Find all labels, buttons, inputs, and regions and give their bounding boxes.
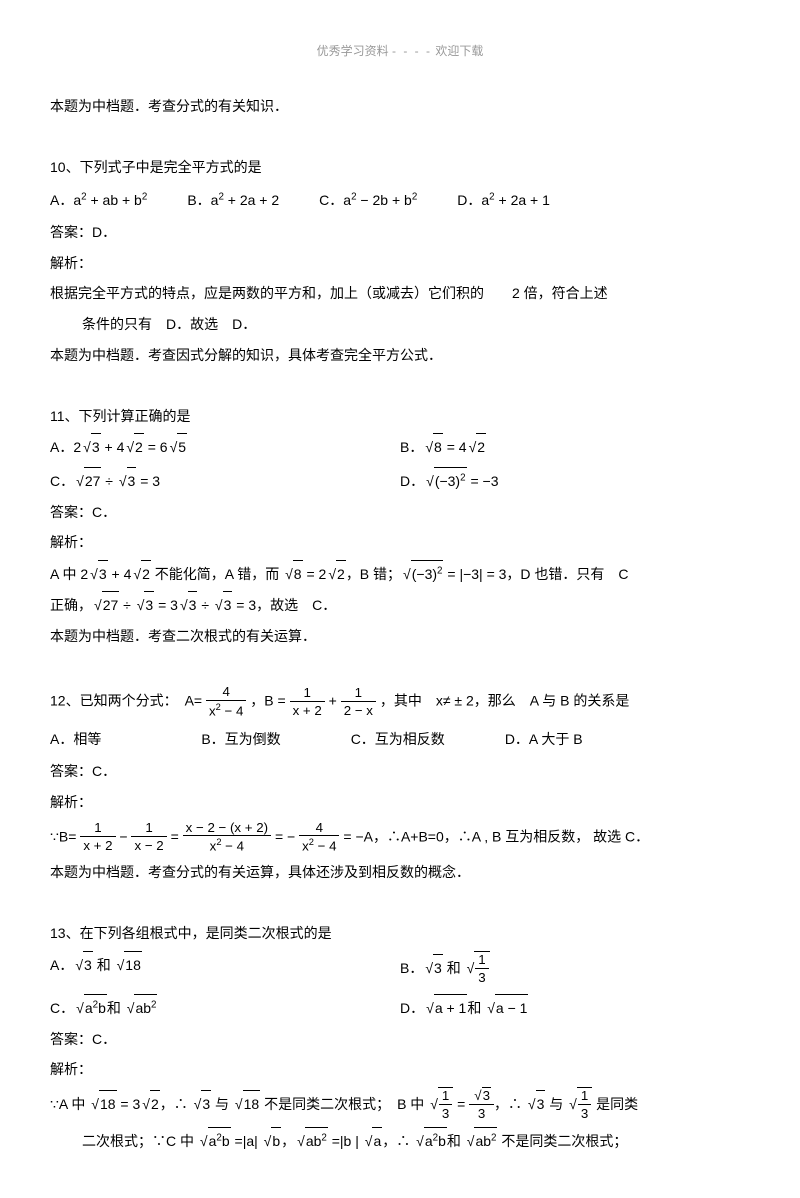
- q13-jx: 解析：: [50, 1056, 750, 1083]
- q10-line3: 本题为中档题．考查因式分解的知识，具体考查完全平方公式．: [50, 342, 750, 369]
- q12-title: 12、已知两个分式： A= 4x2 − 4 ，B = 1x + 2 + 12 −…: [50, 684, 750, 720]
- q13-row2: C．a2b和 ab2 D．a + 1和 a − 1: [50, 994, 750, 1022]
- q11-end: 本题为中档题．考查二次根式的有关运算．: [50, 623, 750, 650]
- q11-opt-a: A．23 + 42 = 65: [50, 433, 400, 461]
- q13-opt-b: B．3 和 13: [400, 951, 750, 986]
- q11-row1: A．23 + 42 = 65 B．8 = 42: [50, 433, 750, 461]
- q12-end: 本题为中档题．考查分式的有关运算，具体还涉及到相反数的概念．: [50, 859, 750, 886]
- q12-sol: ∵B= 1x + 2 − 1x − 2 = x − 2 − (x + 2)x2 …: [50, 820, 750, 856]
- q11-row2: C．27 ÷ 3 = 3 D．(−3)2 = −3: [50, 467, 750, 495]
- header-dash: - - - -: [392, 44, 432, 58]
- q13-answer: 答案：C．: [50, 1026, 750, 1053]
- header-left: 优秀学习资料: [317, 44, 389, 58]
- q13-title: 13、在下列各组根式中，是同类二次根式的是: [50, 920, 750, 947]
- q12-options: A．相等 B．互为倒数 C．互为相反数 D．A 大于 B: [50, 726, 750, 753]
- intro-text: 本题为中档题．考查分式的有关知识．: [50, 93, 750, 120]
- q11-sol2: 正确，27 ÷ 3 = 33 ÷ 3 = 3，故选 C．: [50, 591, 750, 619]
- q13-sol1: ∵A 中 18 = 32，∴ 3 与 18 不是同类二次根式； B 中 13 =…: [50, 1087, 750, 1123]
- q10-title: 10、下列式子中是完全平方式的是: [50, 154, 750, 181]
- q12-title-post: ，其中 x≠ ± 2，那么 A 与 B 的关系是: [380, 693, 630, 709]
- q13-opt-a: A．3 和 18: [50, 951, 400, 986]
- q12-title-pre: 12、已知两个分式： A=: [50, 693, 202, 709]
- q11-sol1: A 中 23 + 42 不能化简，A 错，而 8 = 22，B 错；(−3)2 …: [50, 560, 750, 588]
- q12-opt-c: C．互为相反数: [351, 726, 445, 753]
- q13-opt-c: C．a2b和 ab2: [50, 994, 400, 1022]
- q10-opt-c: C．a2 − 2b + b2: [319, 187, 417, 214]
- q10-opt-d: D．a2 + 2a + 1: [457, 187, 550, 214]
- q13-row1: A．3 和 18 B．3 和 13: [50, 951, 750, 986]
- q10-opt-a: A．a2 + ab + b2: [50, 187, 147, 214]
- page-header: 优秀学习资料 - - - - 欢迎下载: [50, 40, 750, 63]
- q10-options: A．a2 + ab + b2 B．a2 + 2a + 2 C．a2 − 2b +…: [50, 187, 750, 214]
- q10-opt-b: B．a2 + 2a + 2: [187, 187, 279, 214]
- q11-opt-b: B．8 = 42: [400, 433, 750, 461]
- q13-sol2: 二次根式；∵C 中 a2b =|a| b，ab2 =|b | a，∴ a2b和 …: [50, 1127, 750, 1155]
- q11-jx: 解析：: [50, 529, 750, 556]
- q13-opt-d: D．a + 1和 a − 1: [400, 994, 750, 1022]
- q12-jx: 解析：: [50, 789, 750, 816]
- q12-title-mid: ，B =: [250, 693, 285, 709]
- q10-line1: 根据完全平方式的特点，应是两数的平方和，加上（或减去）它们积的 2 倍，符合上述: [50, 280, 750, 307]
- header-right: 欢迎下载: [435, 44, 483, 58]
- q12-opt-d: D．A 大于 B: [505, 726, 583, 753]
- q11-opt-c: C．27 ÷ 3 = 3: [50, 467, 400, 495]
- q12-sol-end: = −A，∴A+B=0，∴A , B 互为相反数， 故选 C．: [343, 828, 649, 844]
- q10-answer: 答案：D．: [50, 219, 750, 246]
- q12-opt-b: B．互为倒数: [201, 726, 280, 753]
- q10-jx: 解析：: [50, 250, 750, 277]
- q11-opt-d: D．(−3)2 = −3: [400, 467, 750, 495]
- q11-answer: 答案：C．: [50, 499, 750, 526]
- q12-opt-a: A．相等: [50, 726, 101, 753]
- q12-answer: 答案：C．: [50, 758, 750, 785]
- q10-line2: 条件的只有 D．故选 D．: [50, 311, 750, 338]
- q11-title: 11、下列计算正确的是: [50, 403, 750, 430]
